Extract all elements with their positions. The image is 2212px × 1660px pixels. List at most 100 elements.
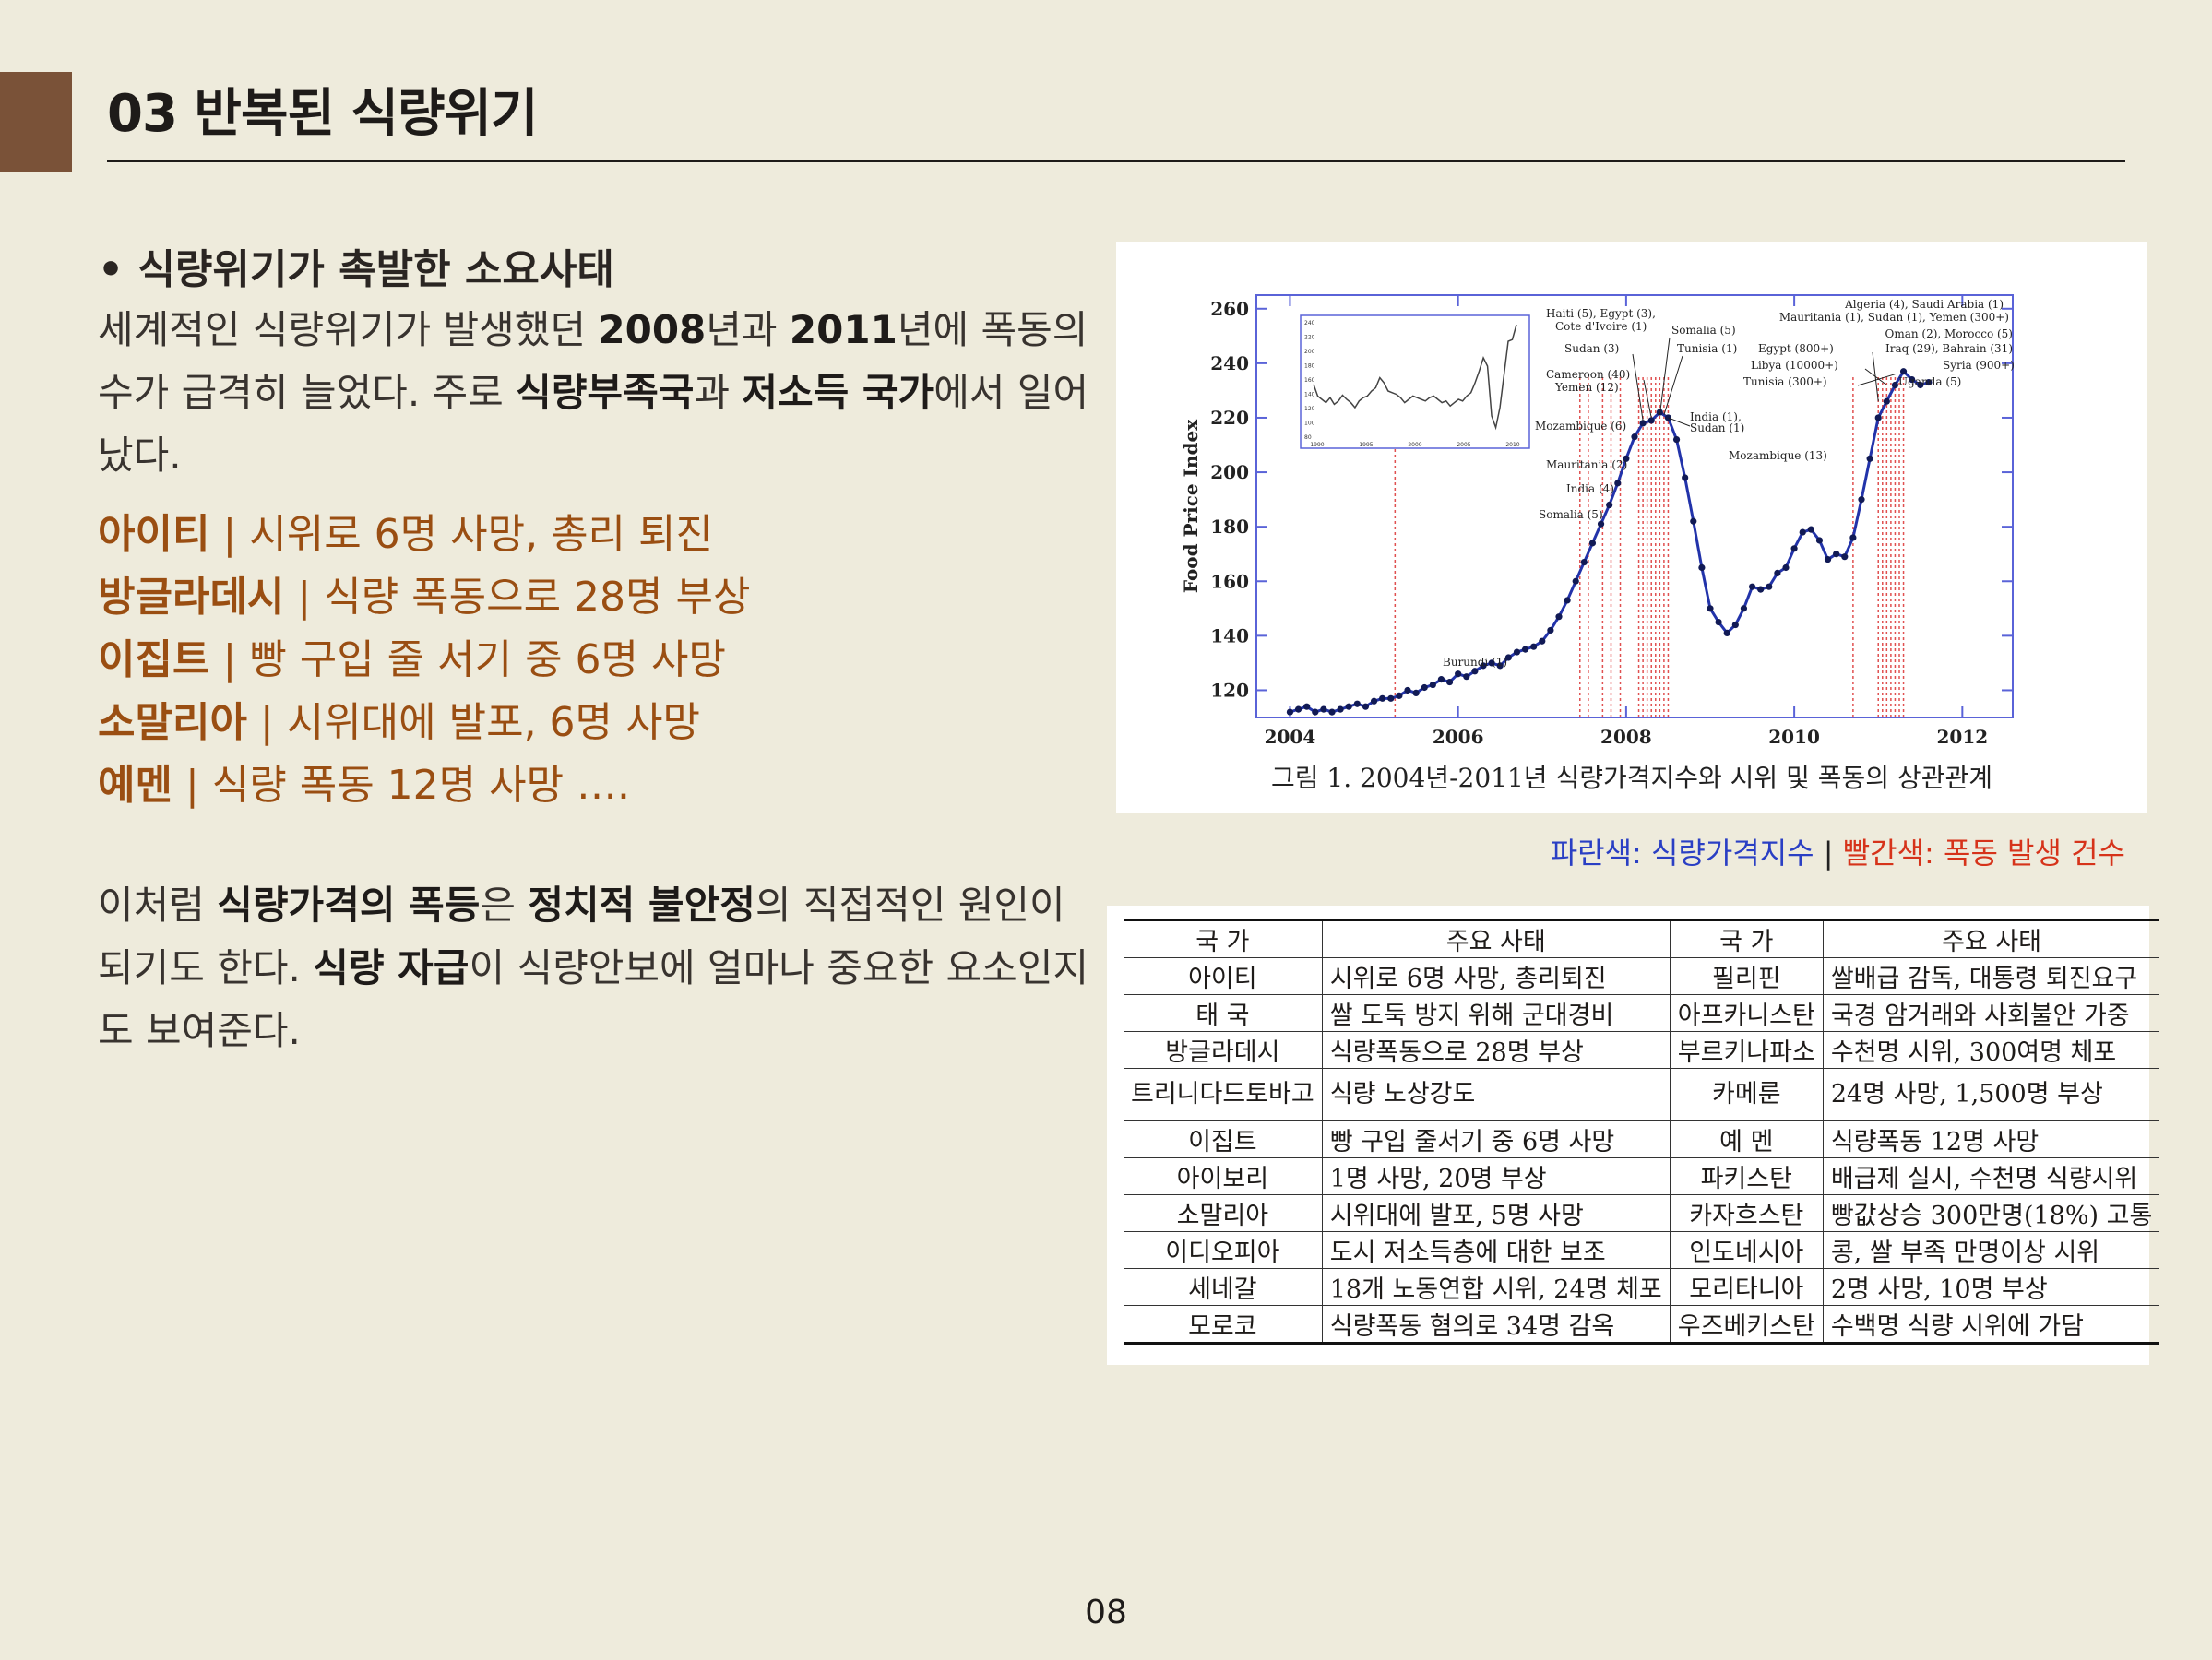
table-row: 이디오피아 도시 저소득층에 대한 보조 인도네시아 콩, 쌀 부족 만명이상 시위 bbox=[1124, 1231, 2160, 1269]
annotation-pointer bbox=[1864, 368, 1887, 385]
column-header: 국 가 bbox=[1124, 919, 1323, 958]
table-row: 아이보리 1명 사망, 20명 부상 파키스탄 배급제 실시, 수천명 식량시위 bbox=[1124, 1157, 2160, 1195]
annotation-label: Tunisia (300+) bbox=[1743, 375, 1827, 388]
data-point bbox=[1504, 654, 1512, 661]
data-point bbox=[1320, 706, 1327, 713]
country-cell: 이디오피아 bbox=[1124, 1231, 1323, 1269]
data-point bbox=[1909, 376, 1916, 384]
event-country: 예멘 bbox=[98, 762, 172, 809]
data-point bbox=[1303, 703, 1311, 710]
annotation-label: Uganda (5) bbox=[1898, 375, 1961, 388]
country-cell: 인도네시아 bbox=[1669, 1231, 1824, 1269]
annotation-label: Oman (2), Morocco (5) bbox=[1885, 327, 2014, 340]
annotation-label: Sudan (3) bbox=[1564, 342, 1619, 355]
data-point bbox=[1471, 668, 1479, 675]
inset-y-tick-label: 160 bbox=[1304, 377, 1315, 384]
annotation-label: Mauritania (1), Sudan (1), Yemen (300+) bbox=[1779, 311, 2009, 324]
y-tick-label: 140 bbox=[1210, 624, 1249, 646]
column-header: 주요 사태 bbox=[1822, 919, 2160, 958]
country-cell: 트리니다드토바고 bbox=[1124, 1068, 1323, 1121]
annotation-pointer bbox=[1668, 417, 1691, 427]
inset-y-tick-label: 240 bbox=[1304, 320, 1315, 326]
emphasis-text: 저소득 국가 bbox=[742, 370, 934, 415]
annotation-label: Syria (900+) bbox=[1943, 359, 2015, 372]
annotation-label: Sudan (1) bbox=[1690, 421, 1744, 434]
table-row: 세네갈 18개 노동연합 시위, 24명 체포 모리타니아 2명 사망, 10명 부상 bbox=[1124, 1268, 2160, 1306]
body-text: 세계적인 식량위기가 발생했던 bbox=[98, 307, 599, 352]
x-tick-label: 2008 bbox=[1600, 726, 1652, 748]
event-cell: 2명 사망, 10명 부상 bbox=[1822, 1268, 2160, 1306]
data-point bbox=[1748, 583, 1756, 590]
country-cell: 아이보리 bbox=[1124, 1157, 1323, 1195]
data-point bbox=[1539, 637, 1546, 645]
data-point bbox=[1345, 703, 1352, 710]
event-detail: | 식량 폭동 12명 사망 …. bbox=[172, 762, 631, 809]
annotation-label: Somalia (5) bbox=[1671, 324, 1736, 337]
data-point bbox=[1757, 586, 1765, 593]
data-point bbox=[1580, 558, 1588, 566]
event-detail: | 시위대에 발포, 6명 사망 bbox=[246, 699, 700, 746]
annotation-label: Mozambique (13) bbox=[1729, 449, 1827, 462]
data-point bbox=[1841, 553, 1849, 561]
body-text: 년과 bbox=[706, 307, 790, 352]
country-cell: 소말리아 bbox=[1124, 1194, 1323, 1232]
event-item: 소말리아 | 시위대에 발포, 6명 사망 bbox=[98, 692, 1094, 754]
table-row: 방글라데시 식량폭동으로 28명 부상 부르키나파소 수천명 시위, 300여명 체포 bbox=[1124, 1031, 2160, 1069]
table-panel: 국 가 주요 사태 국 가 주요 사태 아이티 시위로 6명 사망, 총리퇴진 필리… bbox=[1107, 906, 2160, 1365]
country-cell: 부르키나파소 bbox=[1669, 1031, 1824, 1069]
event-cell: 식량 노상강도 bbox=[1321, 1068, 1671, 1121]
data-point bbox=[1731, 621, 1739, 629]
data-point bbox=[1824, 556, 1832, 563]
y-tick-label: 200 bbox=[1210, 461, 1249, 483]
x-tick-label: 2004 bbox=[1265, 726, 1316, 748]
event-item: 예멘 | 식량 폭동 12명 사망 …. bbox=[98, 754, 1094, 817]
y-tick-label: 160 bbox=[1210, 570, 1249, 592]
food-price-chart: 120 140 160 180 200 220 240 260 2004 2006 2008 2010… bbox=[1180, 294, 2015, 748]
data-point bbox=[1496, 662, 1504, 670]
data-point bbox=[1294, 706, 1302, 713]
table-row: 트리니다드토바고 식량 노상강도 카메룬 24명 사망, 1,500명 부상 bbox=[1124, 1068, 2160, 1121]
data-point bbox=[1899, 368, 1908, 375]
country-cell: 방글라데시 bbox=[1124, 1031, 1323, 1069]
section-heading: • 식량위기가 촉발한 소요사태 bbox=[98, 246, 614, 293]
x-tick-label: 2010 bbox=[1768, 726, 1820, 748]
annotation-label: India (1), bbox=[1690, 410, 1742, 423]
annotation-label: India (4) bbox=[1566, 482, 1614, 495]
data-point bbox=[1707, 605, 1714, 612]
table-row: 아이티 시위로 6명 사망, 총리퇴진 필리핀 쌀배급 감독, 대통령 퇴진요구 bbox=[1124, 957, 2160, 995]
inset-y-tick-label: 120 bbox=[1304, 406, 1315, 412]
table-header-row: 국 가 주요 사태 국 가 주요 사태 bbox=[1124, 919, 2160, 958]
page-number: 08 bbox=[1085, 1594, 1127, 1631]
event-cell: 도시 저소득층에 대한 보조 bbox=[1321, 1231, 1671, 1269]
data-point bbox=[1833, 551, 1840, 558]
column-header: 주요 사태 bbox=[1321, 919, 1671, 958]
column-header: 국 가 bbox=[1669, 919, 1824, 958]
data-point bbox=[1639, 420, 1647, 427]
data-point bbox=[1917, 381, 1924, 389]
data-point bbox=[1370, 697, 1378, 705]
data-point bbox=[1925, 378, 1933, 386]
text-column: • 식량위기가 촉발한 소요사태 세계적인 식량위기가 발생했던 2008년과 … bbox=[98, 242, 1094, 1062]
event-cell: 쌀 도둑 방지 위해 군대경비 bbox=[1321, 994, 1671, 1032]
annotation-label: Algeria (4), Saudi Arabia (1) bbox=[1844, 298, 2004, 311]
event-item: 이집트 | 빵 구입 줄 서기 중 6명 사망 bbox=[98, 629, 1094, 692]
country-cell: 모리타니아 bbox=[1669, 1268, 1824, 1306]
event-cell: 국경 암거래와 사회불안 가중 bbox=[1822, 994, 2160, 1032]
emphasis-text: 2011 bbox=[789, 307, 898, 352]
body-text: 이처럼 bbox=[98, 883, 218, 928]
event-detail: | 식량 폭동으로 28명 부상 bbox=[284, 574, 751, 621]
data-point bbox=[1682, 474, 1689, 481]
x-tick-label: 2012 bbox=[1936, 726, 1988, 748]
event-cell: 빵 구입 줄서기 중 6명 사망 bbox=[1321, 1120, 1671, 1158]
figure-panel: 120 140 160 180 200 220 240 260 2004 2006 2008 2010… bbox=[1116, 242, 2147, 813]
annotation-pointer bbox=[1857, 374, 1896, 386]
annotation-label: Iraq (29), Bahrain (31) bbox=[1885, 342, 2013, 355]
y-tick-label: 220 bbox=[1210, 407, 1249, 429]
data-point bbox=[1437, 676, 1445, 683]
title-divider bbox=[107, 160, 2125, 162]
data-point bbox=[1723, 629, 1730, 636]
inset-x-tick-label: 2000 bbox=[1408, 442, 1421, 448]
inset-y-tick-label: 220 bbox=[1304, 335, 1315, 341]
annotation-label: Burundi (1) bbox=[1443, 656, 1507, 669]
country-cell: 예 멘 bbox=[1669, 1120, 1824, 1158]
